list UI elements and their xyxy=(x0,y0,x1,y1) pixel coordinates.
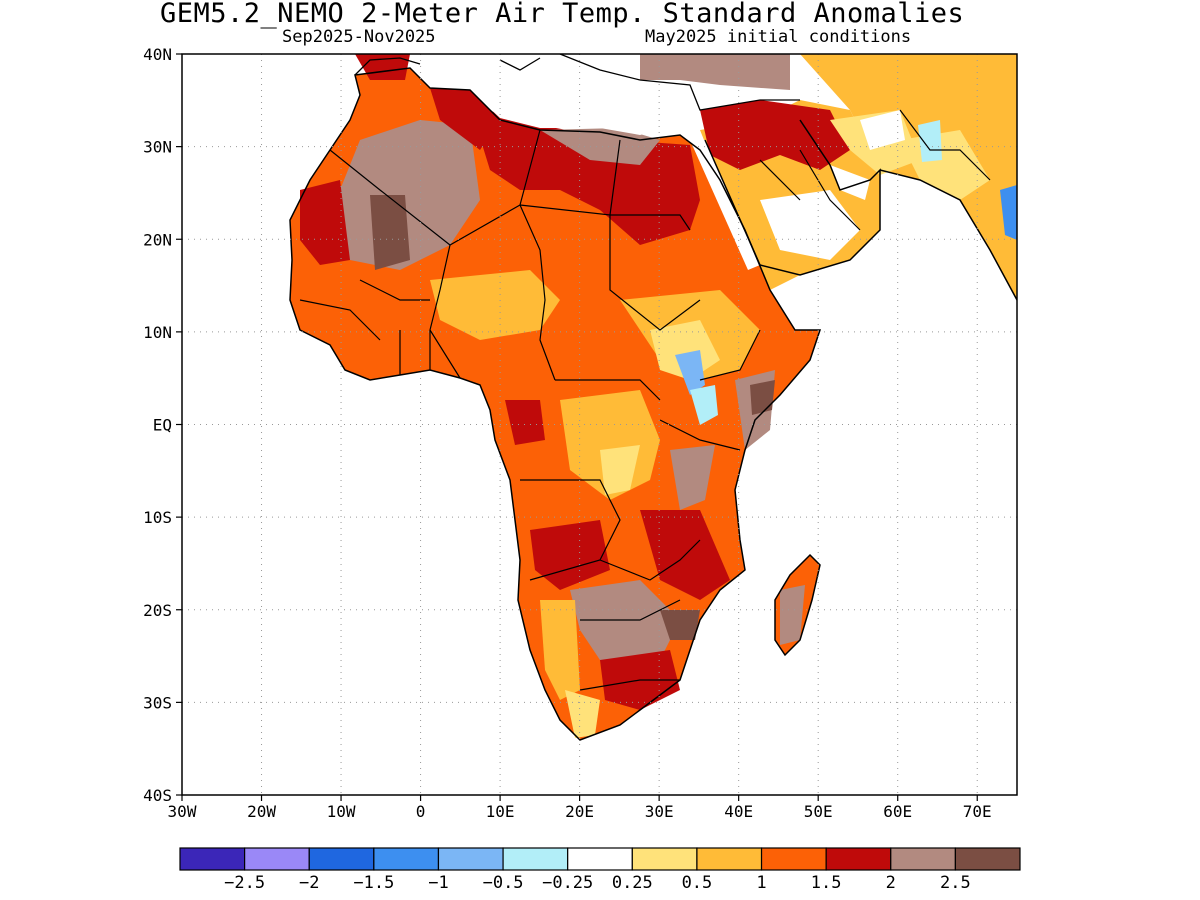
lat-tick-label: EQ xyxy=(153,416,172,435)
arabia-white xyxy=(760,190,860,260)
congo-pale xyxy=(600,445,640,495)
lon-tick-label: 20W xyxy=(247,802,276,821)
map-content xyxy=(182,54,1017,741)
lon-tick-label: 60E xyxy=(883,802,912,821)
gabon-red xyxy=(505,400,545,445)
colorbar-label: −2.5 xyxy=(224,873,265,893)
forecast-period: Sep2025-Nov2025 xyxy=(282,27,436,47)
initial-conditions: May2025 initial conditions xyxy=(645,27,912,47)
asia-white xyxy=(860,110,905,150)
colorbar-label: −0.5 xyxy=(483,873,524,893)
namibia-light xyxy=(540,600,580,700)
colorbar-label: 2.5 xyxy=(940,873,971,893)
colorbar-swatch xyxy=(760,847,827,871)
latitude-labels: 40N 30N 20N 10N EQ 10S 20S 30S 40S xyxy=(143,45,172,805)
tanzania-brown xyxy=(670,445,715,510)
colorbar-swatch xyxy=(308,847,375,871)
lat-tick-label: 30S xyxy=(143,693,172,712)
india-blue xyxy=(1000,185,1017,240)
colorbar xyxy=(179,847,1021,871)
colorbar-swatch xyxy=(567,847,633,871)
madagascar-brown xyxy=(780,585,805,645)
iran-blue xyxy=(918,120,942,162)
kenya-pale-blue xyxy=(690,385,718,425)
lon-tick-label: 40E xyxy=(724,802,753,821)
colorbar-label: 0.25 xyxy=(612,873,653,893)
colorbar-swatch xyxy=(437,847,504,871)
europe-strip-east xyxy=(640,54,790,90)
colorbar-swatch xyxy=(179,847,246,871)
chart-title: GEM5.2_NEMO 2-Meter Air Temp. Standard A… xyxy=(160,0,965,29)
west-sahel-red xyxy=(300,180,350,265)
lon-tick-label: 70E xyxy=(963,802,992,821)
somalia-dark xyxy=(750,380,775,415)
sahel-light xyxy=(430,270,560,340)
lon-tick-label: 30E xyxy=(645,802,674,821)
lon-tick-label: 30W xyxy=(168,802,197,821)
lat-tick-label: 40N xyxy=(143,45,172,64)
horn-pale xyxy=(650,320,720,380)
lat-tick-label: 20S xyxy=(143,601,172,620)
colorbar-label: 1 xyxy=(756,873,766,893)
colorbar-labels: −2.5 −2 −1.5 −1 −0.5 −0.25 0.25 0.5 1 1.5 2 2.5 xyxy=(224,873,971,893)
colorbar-label: 0.5 xyxy=(682,873,713,893)
colorbar-swatch xyxy=(890,847,956,871)
congo-light xyxy=(560,390,660,500)
lon-tick-label: 10W xyxy=(327,802,356,821)
colorbar-label: −0.25 xyxy=(542,873,593,893)
lat-tick-label: 40S xyxy=(143,786,172,805)
southern-dark xyxy=(660,610,700,640)
colorbar-label: 2 xyxy=(886,873,896,893)
colorbar-label: −1.5 xyxy=(353,873,394,893)
lat-tick-label: 30N xyxy=(143,138,172,157)
mediterranean-sea xyxy=(410,54,700,135)
cape-pale xyxy=(565,690,600,738)
lon-tick-label: 50E xyxy=(804,802,833,821)
arabia-coast xyxy=(704,119,881,276)
lat-tick-label: 10S xyxy=(143,508,172,527)
arabia-red xyxy=(700,100,850,170)
lon-tick-label: 20E xyxy=(565,802,594,821)
colorbar-label: −2 xyxy=(299,873,319,893)
colorbar-label: 1.5 xyxy=(811,873,842,893)
europe-coast xyxy=(354,54,800,111)
country-borders xyxy=(299,109,991,691)
colorbar-label: −1 xyxy=(428,873,448,893)
coastline xyxy=(289,67,822,741)
lon-tick-label: 10E xyxy=(486,802,515,821)
persian-gulf xyxy=(830,165,870,200)
angola-red xyxy=(530,520,610,590)
sahara-anomaly-over-2.5 xyxy=(370,195,410,270)
colorbar-swatch xyxy=(954,847,1021,871)
asia-coast xyxy=(879,169,1017,301)
colorbar-swatch xyxy=(244,847,310,871)
colorbar-swatch xyxy=(696,847,763,871)
longitude-labels: 30W 20W 10W 0 10E 20E 30E 40E 50E 60E 70E xyxy=(168,802,992,821)
colorbar-swatch xyxy=(825,847,892,871)
colorbar-swatch xyxy=(502,847,569,871)
lat-tick-label: 20N xyxy=(143,230,172,249)
north-africa-red xyxy=(470,105,700,245)
madagascar-coast xyxy=(774,553,821,657)
red-sea xyxy=(690,140,760,270)
colorbar-swatch xyxy=(631,847,698,871)
colorbar-swatch xyxy=(373,847,440,871)
axis-ticks xyxy=(176,53,978,801)
ethiopia-blue xyxy=(675,350,705,395)
lat-tick-label: 10N xyxy=(143,323,172,342)
lon-tick-label: 0 xyxy=(416,802,426,821)
